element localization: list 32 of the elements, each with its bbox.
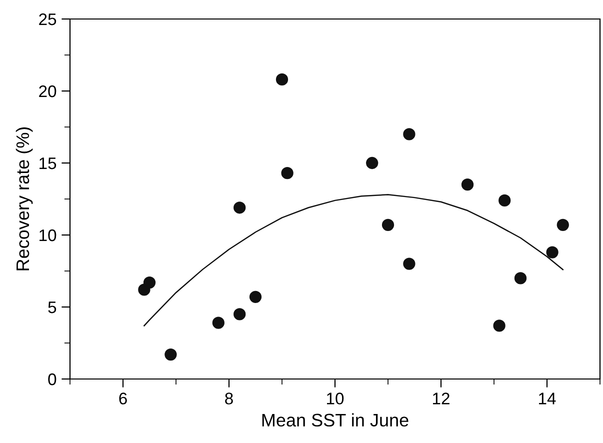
y-tick-label: 0	[48, 373, 56, 386]
point	[403, 128, 416, 140]
point	[143, 276, 156, 289]
x-tick-label: 10	[327, 392, 344, 404]
point	[493, 320, 506, 332]
point	[546, 246, 558, 258]
point	[366, 156, 378, 170]
point	[403, 258, 416, 270]
point	[281, 167, 294, 180]
x-tick-label: 14	[539, 392, 556, 404]
point	[514, 272, 527, 284]
y-tick-label: 5	[48, 302, 56, 314]
x-tick-label: 8	[225, 392, 233, 404]
point	[249, 290, 262, 303]
y-tick-label: 25	[39, 13, 56, 26]
x-tick-label: 6	[119, 392, 127, 404]
y-axis-title: Recovery rate (%)	[16, 127, 33, 270]
x-tick-label: 12	[433, 392, 450, 404]
point	[556, 218, 569, 231]
point	[234, 202, 246, 214]
y-tick-label: 10	[40, 229, 56, 242]
y-tick-label: 20	[39, 85, 56, 98]
point	[212, 316, 224, 329]
x-axis-title: Mean SST in June	[262, 413, 408, 427]
point	[498, 194, 511, 207]
point	[461, 178, 474, 191]
y-tick-label: 15	[40, 158, 56, 170]
point	[164, 348, 177, 361]
point	[276, 73, 288, 86]
point	[382, 218, 394, 231]
point	[234, 308, 246, 320]
line-series	[144, 194, 564, 326]
